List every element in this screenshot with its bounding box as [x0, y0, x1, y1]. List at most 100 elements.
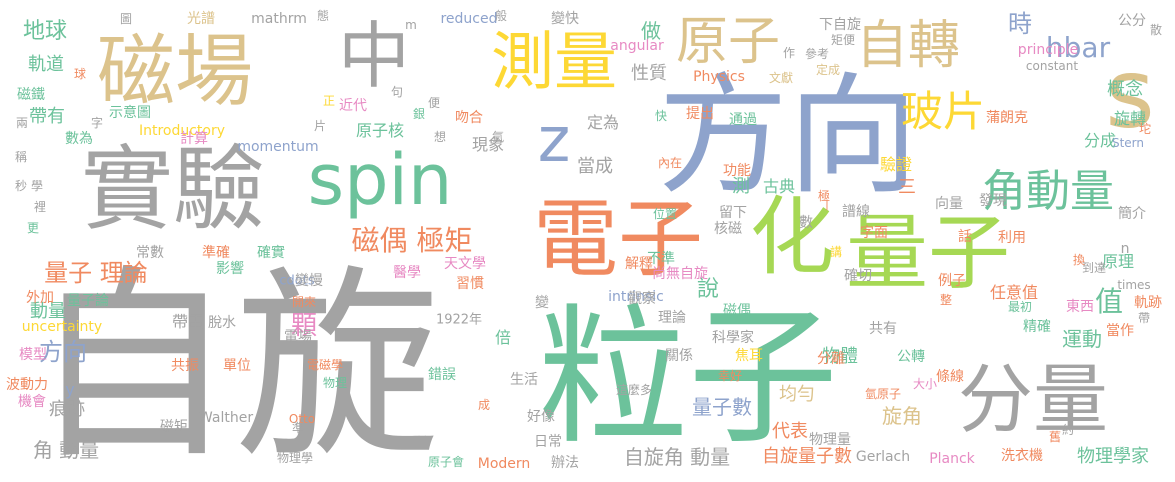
cloud-word: 顆: [290, 311, 318, 341]
cloud-word: 圖: [119, 12, 133, 26]
cloud-word: 換: [1072, 253, 1086, 267]
cloud-word: 氫原子: [864, 387, 902, 401]
cloud-word: 地球: [22, 19, 68, 44]
cloud-word: 化: [749, 188, 835, 288]
cloud-word: Walther: [198, 410, 254, 426]
cloud-word: 電子: [532, 190, 704, 290]
cloud-word: 錯誤: [428, 367, 456, 383]
cloud-word: 科學家: [712, 330, 754, 346]
cloud-word: 磁偶 極矩: [351, 224, 473, 257]
cloud-word: 文獻: [768, 71, 794, 85]
cloud-word: 帶: [1137, 311, 1151, 325]
cloud-word: 外加: [26, 290, 54, 306]
cloud-word: 三: [898, 177, 916, 198]
cloud-word: 極: [817, 189, 831, 203]
cloud-word: 確切: [844, 268, 872, 284]
cloud-word: 洗衣機: [1001, 448, 1043, 464]
cloud-word: uncertainty: [21, 319, 103, 335]
cloud-word: Gerlach: [855, 449, 911, 465]
cloud-word: 電磁學: [306, 358, 344, 372]
cloud-word: 磁場: [96, 27, 254, 117]
cloud-word: s: [1105, 39, 1155, 150]
cloud-word: 習慣: [456, 276, 484, 292]
cloud-word: 散: [1149, 23, 1163, 37]
cloud-word: 軌道: [28, 54, 64, 75]
cloud-word: 痕跡: [49, 399, 85, 420]
cloud-word: Modern: [477, 456, 531, 472]
cloud-word: 原子會: [427, 455, 465, 469]
cloud-word: 坨: [1138, 122, 1152, 136]
cloud-word: 實驗: [80, 136, 266, 243]
cloud-word: 位置: [652, 207, 678, 221]
cloud-word: hbar: [1045, 31, 1111, 64]
cloud-word: 計算: [180, 131, 208, 147]
cloud-word: 解釋: [625, 256, 653, 272]
cloud-word: 成: [477, 398, 491, 412]
cloud-word: 玻片: [900, 87, 986, 136]
cloud-word: 中: [337, 14, 411, 98]
cloud-word: 蒲朗克: [986, 110, 1028, 126]
cloud-word: 運動: [1062, 327, 1102, 351]
cloud-word: 軌跡: [1134, 295, 1162, 311]
cloud-word: 天文學: [444, 256, 486, 272]
cloud-word: 參考: [804, 47, 830, 61]
cloud-word: times: [1117, 278, 1151, 292]
cloud-word: 字面: [860, 225, 888, 241]
cloud-word: 核磁: [714, 221, 742, 237]
cloud-word: 矩便: [830, 33, 856, 47]
cloud-word: 波動力: [6, 377, 48, 393]
cloud-word: 單位: [223, 358, 251, 374]
cloud-word: 向量: [935, 196, 963, 212]
cloud-word: m: [405, 18, 417, 32]
cloud-word: Physics: [693, 69, 745, 85]
cloud-word: 關係: [665, 348, 693, 364]
cloud-word: 約: [1061, 423, 1075, 437]
cloud-word: intrinsic: [608, 289, 664, 305]
cloud-word: 簡介: [1118, 206, 1146, 222]
cloud-word: 示意圖: [109, 105, 151, 121]
cloud-word: 整: [939, 293, 953, 307]
cloud-word: 通過: [729, 112, 757, 128]
cloud-word: 磁鐵: [17, 87, 45, 103]
cloud-word: 量子: [845, 206, 1011, 301]
cloud-word: 脫水: [208, 315, 236, 331]
cloud-word: 確實: [257, 245, 285, 261]
cloud-word: 做: [641, 19, 661, 43]
cloud-word: 大小: [912, 377, 938, 391]
cloud-word: 態: [316, 9, 330, 23]
cloud-word: principle: [1017, 42, 1079, 58]
cloud-word: 開來: [291, 295, 317, 309]
cloud-word: 影響: [216, 261, 244, 277]
cloud-word: 不準: [647, 251, 675, 267]
cloud-word: 共振: [171, 358, 199, 374]
cloud-word: 公轉: [897, 349, 925, 365]
cloud-word: Stern: [1111, 136, 1145, 150]
cloud-word: 這麼多: [615, 383, 653, 397]
cloud-word: 功能: [723, 163, 751, 179]
cloud-word: 吻合: [455, 110, 483, 126]
cloud-word: 自旋量子數: [762, 446, 852, 467]
cloud-word: 作: [782, 46, 796, 60]
cloud-word: 帶電: [171, 312, 205, 331]
cloud-word: 變慢: [295, 273, 323, 289]
cloud-word: 最初: [1007, 300, 1033, 314]
cloud-word: 值: [1094, 285, 1124, 318]
cloud-word: 幸好: [717, 369, 743, 383]
cloud-word: 片: [313, 119, 327, 133]
cloud-word: 分離: [817, 351, 845, 367]
cloud-word: 東西: [1066, 299, 1094, 315]
cloud-word: 裡: [33, 200, 47, 214]
cloud-word: 當成: [577, 156, 613, 177]
cloud-word: 到達: [1081, 261, 1107, 275]
cloud-word: 物體: [822, 346, 858, 367]
cloud-word: 1922年: [435, 312, 483, 328]
cloud-word: Planck: [929, 451, 975, 467]
cloud-word: momentum: [237, 139, 319, 155]
cloud-word: 代表: [772, 421, 808, 442]
cloud-word: constant: [1025, 59, 1079, 73]
cloud-word: 焦耳: [735, 348, 763, 364]
cloud-word: 動量: [30, 301, 66, 322]
cloud-word: 說: [696, 277, 720, 302]
cloud-word: 角 動量: [32, 438, 100, 462]
cloud-word: 快: [654, 109, 668, 123]
